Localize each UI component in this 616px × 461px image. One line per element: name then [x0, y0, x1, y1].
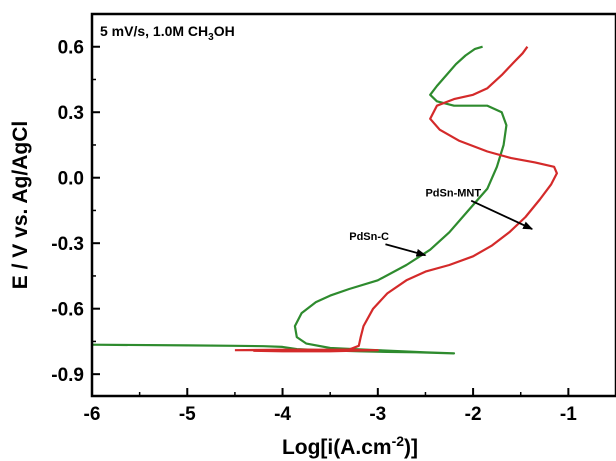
x-tick-label: -1	[560, 404, 577, 425]
x-tick-label: -3	[369, 404, 386, 425]
series-layer	[92, 45, 558, 355]
annotation-label: PdSn-C	[349, 231, 389, 243]
x-tick-label: -4	[274, 404, 291, 425]
annotation-label: PdSn-MNT	[425, 187, 481, 199]
y-tick-label: -0.3	[51, 234, 84, 255]
annotation-arrow	[470, 199, 534, 230]
series-line-pdsn-c	[92, 45, 508, 355]
y-axis-label: E / V vs. Ag/AgCl	[9, 121, 32, 289]
annotation-arrow	[385, 243, 427, 257]
condition-label: 5 mV/s, 1.0M CH3OH	[100, 23, 235, 43]
ticks-layer: -6 -5 -4 -3 -2 -1 -0.9 -0.6 -0.3 0.0 0.3 0.6	[51, 38, 577, 425]
x-tick-label: -2	[465, 404, 482, 425]
annotation-layer: PdSn-C PdSn-MNT	[349, 187, 534, 257]
plot-frame	[90, 12, 616, 398]
x-tick-label: -5	[179, 404, 196, 425]
y-tick-label: -0.9	[51, 365, 84, 386]
y-tick-label: 0.6	[58, 38, 84, 59]
series-line-pdsn-mnt	[234, 46, 558, 353]
y-tick-label: -0.6	[51, 300, 84, 321]
y-tick-label: 0.3	[58, 103, 84, 124]
x-axis-label: Log[i(A.cm-2)]	[282, 433, 418, 459]
x-tick-label: -6	[84, 404, 101, 425]
y-tick-label: 0.0	[58, 169, 84, 190]
